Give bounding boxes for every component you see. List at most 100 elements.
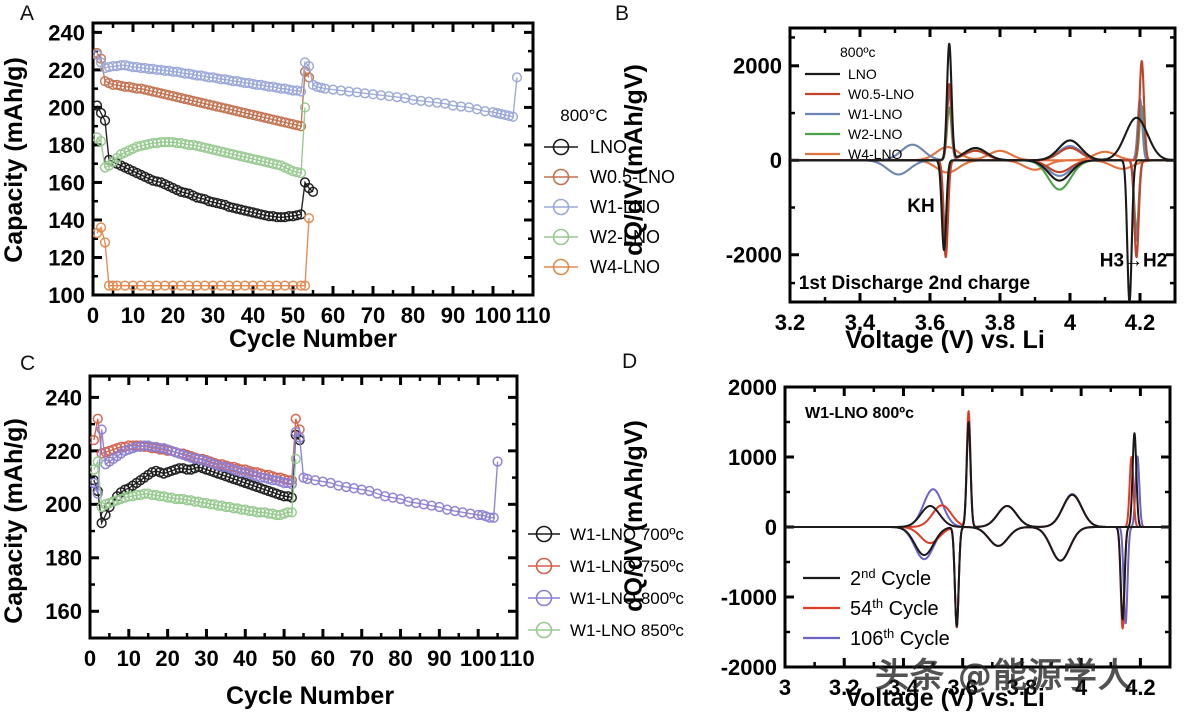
svg-text:800ºc: 800ºc [840, 44, 875, 60]
svg-text:80: 80 [401, 303, 425, 328]
svg-text:220: 220 [45, 439, 82, 464]
svg-text:200: 200 [45, 492, 82, 517]
panel-d-xlabel: Voltage (V) vs. Li [845, 684, 1045, 712]
svg-text:3.2: 3.2 [775, 310, 806, 335]
panel-a-xlabel: Cycle Number [229, 325, 397, 353]
panel-d-chart: 3 3.2 3.4 3.6 3.8 4 4.2 2000 1000 0 -1000 -2000 W1-L… [620, 375, 1172, 712]
watermark: 头条 @能源学人 [875, 656, 1133, 696]
panel-c: C 0 10 20 30 40 50 60 70 80 90 100 110 160 180 200 220 2… [0, 352, 684, 713]
svg-text:120: 120 [48, 245, 85, 270]
svg-text:W2-LNO: W2-LNO [848, 126, 903, 142]
svg-text:W4-LNO: W4-LNO [590, 257, 660, 277]
panel-c-ylabel: Capacity (mAh/g) [0, 418, 28, 624]
panel-a-letter: A [20, 2, 35, 25]
svg-text:4.2: 4.2 [1125, 675, 1156, 700]
svg-text:180: 180 [45, 546, 82, 571]
panel-b-ylabel: dQ/dV (mAh/gV) [620, 64, 648, 256]
svg-text:W0.5-LNO: W0.5-LNO [848, 86, 914, 102]
svg-text:3: 3 [779, 675, 791, 700]
svg-text:106th Cycle: 106th Cycle [850, 626, 950, 651]
svg-text:30: 30 [194, 646, 218, 671]
svg-text:100: 100 [460, 646, 497, 671]
svg-text:160: 160 [48, 170, 85, 195]
svg-text:3.4: 3.4 [888, 675, 919, 700]
svg-text:W1-LNO 800ºc: W1-LNO 800ºc [570, 589, 684, 608]
svg-text:LNO: LNO [590, 137, 627, 157]
svg-text:W1-LNO 750ºc: W1-LNO 750ºc [570, 557, 684, 576]
panel-d-ylabel: dQ/dV (mAh/gV) [620, 420, 648, 612]
svg-text:W1-LNO 700ºc: W1-LNO 700ºc [570, 525, 684, 544]
svg-text:160: 160 [45, 599, 82, 624]
svg-text:70: 70 [349, 646, 373, 671]
svg-text:60: 60 [321, 303, 345, 328]
svg-text:LNO: LNO [848, 66, 877, 82]
svg-text:1000: 1000 [728, 445, 777, 470]
svg-text:KH: KH [907, 196, 934, 217]
svg-text:50: 50 [281, 303, 305, 328]
svg-text:2nd Cycle: 2nd Cycle [850, 566, 931, 591]
svg-text:W1-LNO 850ºc: W1-LNO 850ºc [570, 621, 684, 640]
panel-b: B 3.2 3.4 3.6 3.8 4 4.2 2000 0 -2000 800ºc LNO W0.5… [600, 0, 1200, 356]
svg-text:-2000: -2000 [721, 655, 777, 680]
panel-b-xlabel: Voltage (V) vs. Li [845, 326, 1045, 354]
svg-text:20: 20 [161, 303, 185, 328]
svg-text:W4-LNO: W4-LNO [848, 146, 903, 162]
svg-text:3.8: 3.8 [985, 310, 1016, 335]
svg-text:4: 4 [1064, 310, 1077, 335]
svg-text:220: 220 [48, 58, 85, 83]
svg-text:20: 20 [155, 646, 179, 671]
svg-text:2000: 2000 [728, 375, 777, 400]
svg-text:-1000: -1000 [721, 585, 777, 610]
svg-text:40: 40 [233, 646, 257, 671]
svg-text:W1-LNO 800ºc: W1-LNO 800ºc [805, 405, 914, 422]
svg-text:10: 10 [117, 646, 141, 671]
svg-text:1st Discharge 2nd charge: 1st Discharge 2nd charge [799, 273, 1030, 294]
svg-text:180: 180 [48, 133, 85, 158]
svg-text:0: 0 [84, 646, 96, 671]
svg-text:90: 90 [441, 303, 465, 328]
svg-text:H3→H2: H3→H2 [1100, 251, 1168, 272]
svg-text:240: 240 [48, 20, 85, 45]
svg-text:70: 70 [361, 303, 385, 328]
svg-text:110: 110 [499, 646, 535, 671]
panel-b-chart: 3.2 3.4 3.6 3.8 4 4.2 2000 0 -2000 800ºc LNO W0.5-L… [620, 26, 1177, 354]
svg-text:4.2: 4.2 [1125, 310, 1156, 335]
panel-a-chart: 0 10 20 30 40 50 60 70 80 90 100 110100120140160180… [0, 20, 675, 353]
panel-b-letter: B [615, 2, 630, 25]
svg-text:0: 0 [765, 515, 777, 540]
svg-text:60: 60 [311, 646, 335, 671]
svg-text:140: 140 [48, 208, 85, 233]
svg-text:800°C: 800°C [560, 106, 607, 125]
svg-text:0: 0 [770, 148, 782, 173]
svg-text:240: 240 [45, 385, 82, 410]
svg-text:100: 100 [48, 283, 85, 308]
svg-text:3.4: 3.4 [845, 310, 876, 335]
panel-c-letter: C [20, 352, 36, 375]
svg-text:W1-LNO: W1-LNO [848, 106, 903, 122]
panel-c-chart: 0 10 20 30 40 50 60 70 80 90 100 110 160 180 200 220 240… [0, 374, 684, 710]
svg-text:3.6: 3.6 [947, 675, 978, 700]
panel-a: A 0 10 20 30 40 50 60 70 80 90 100 110 100 120 140 160 1… [0, 0, 675, 356]
svg-text:54th Cycle: 54th Cycle [850, 596, 939, 621]
svg-text:W1-LNO: W1-LNO [590, 197, 660, 217]
svg-text:3.8: 3.8 [1007, 675, 1038, 700]
svg-text:W2-LNO: W2-LNO [590, 227, 660, 247]
panel-c-xlabel: Cycle Number [226, 682, 394, 710]
panel-d: D 3 3.2 3.4 3.6 3.8 4 4.2 2000 1000 0 -1000 -2000 W1… [600, 350, 1200, 713]
svg-text:3.6: 3.6 [915, 310, 946, 335]
svg-text:4: 4 [1075, 675, 1088, 700]
svg-text:W0.5-LNO: W0.5-LNO [590, 167, 675, 187]
svg-text:110: 110 [515, 303, 551, 328]
svg-text:80: 80 [388, 646, 412, 671]
panel-d-letter: D [622, 350, 638, 373]
svg-text:2000: 2000 [733, 54, 782, 79]
svg-text:30: 30 [201, 303, 225, 328]
svg-text:-2000: -2000 [726, 243, 782, 268]
svg-text:10: 10 [121, 303, 145, 328]
svg-text:100: 100 [475, 303, 512, 328]
svg-text:200: 200 [48, 95, 85, 120]
panel-a-ylabel: Capacity (mAh/g) [0, 57, 28, 263]
svg-text:3.2: 3.2 [829, 675, 860, 700]
svg-text:50: 50 [272, 646, 296, 671]
